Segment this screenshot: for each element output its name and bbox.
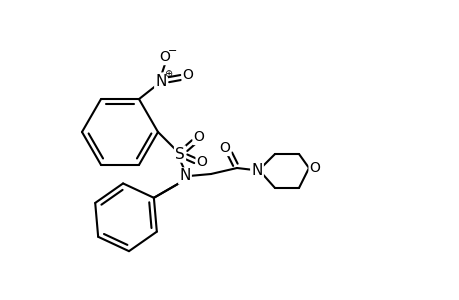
Text: O: O [196,155,207,169]
Text: N: N [179,169,190,184]
Text: O: O [159,50,170,64]
Text: S: S [175,146,185,161]
Text: O: O [219,141,230,155]
Text: N: N [155,74,166,88]
Text: ⊕: ⊕ [163,69,172,79]
Text: N: N [251,163,262,178]
Text: −: − [168,46,177,56]
Text: O: O [182,68,193,82]
Text: O: O [309,161,320,175]
Text: O: O [193,130,204,144]
